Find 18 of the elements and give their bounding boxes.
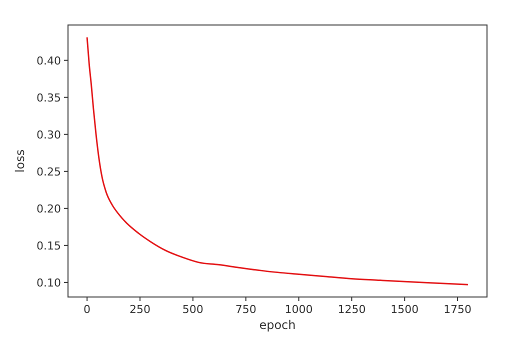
x-tick-label: 1250 [338, 303, 366, 316]
line-series [86, 36, 469, 286]
y-tick-label: 0.40 [36, 54, 61, 68]
x-tick-label: 250 [129, 303, 150, 316]
y-tick-label: 0.35 [36, 91, 61, 104]
y-tick-label: 0.15 [36, 239, 61, 252]
y-tick-label: 0.20 [36, 202, 61, 216]
x-tick-label: 1750 [444, 303, 472, 316]
x-axis-title: epoch [259, 318, 296, 332]
y-axis-title: loss [13, 149, 27, 173]
x-tick-label: 1500 [390, 303, 419, 316]
x-tick-label: 750 [235, 303, 256, 316]
x-tick-label: 500 [182, 303, 204, 316]
x-tick-label: 1000 [284, 303, 313, 316]
y-tick-label: 0.30 [36, 128, 61, 142]
y-tick-label: 0.25 [36, 165, 61, 178]
x-tick-label: 0 [84, 303, 91, 316]
y-tick-label: 0.10 [36, 276, 61, 290]
